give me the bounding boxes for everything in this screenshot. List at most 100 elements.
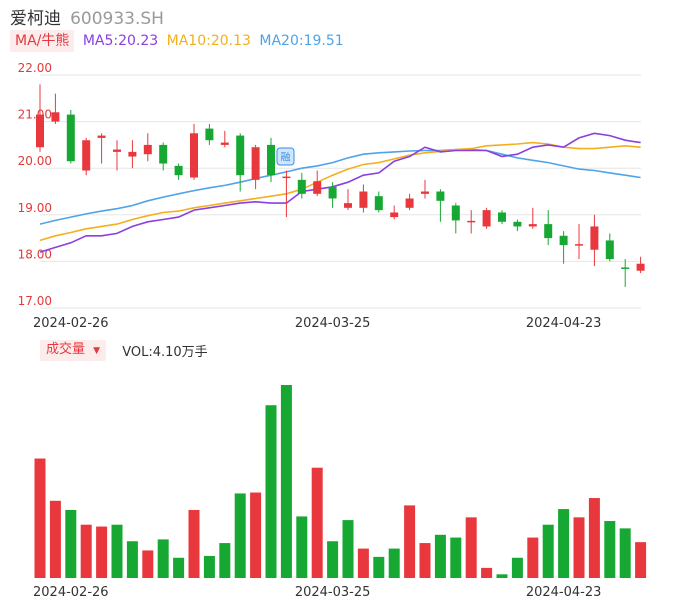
- volume-date-axis: 2024-02-26 2024-03-25 2024-04-23: [33, 585, 601, 600]
- price-grid: [40, 74, 641, 309]
- x-tick-label: 2024-04-23: [526, 316, 602, 331]
- candle-body: [97, 135, 106, 138]
- stock-title: 爱柯迪 600933.SH: [10, 4, 164, 29]
- candle: [421, 179, 429, 199]
- volume-bar: [203, 555, 215, 578]
- candle-body: [190, 133, 198, 178]
- ma-legend: MA/牛熊 MA5:20.23 MA10:20.13 MA20:19.51: [10, 30, 344, 54]
- candle: [436, 189, 445, 222]
- x-tick-label: 2024-03-25: [295, 585, 371, 600]
- candle: [575, 224, 583, 260]
- volume-bar: [604, 521, 616, 578]
- candle: [174, 163, 183, 180]
- candle-body: [236, 135, 245, 176]
- stock-name: 爱柯迪: [10, 9, 61, 29]
- ma10-line: [39, 141, 641, 242]
- candle-body: [559, 235, 568, 246]
- x-tick-label: 2024-03-25: [295, 316, 371, 331]
- candle-body: [282, 176, 291, 179]
- candle-body: [436, 191, 445, 201]
- candle-body: [113, 149, 121, 152]
- volume-selector-label: 成交量: [46, 342, 86, 357]
- candle-body: [575, 244, 583, 246]
- volume-legend: 成交量 ▼ VOL:4.10万手: [40, 340, 208, 362]
- ma20-value: MA20:19.51: [259, 33, 344, 49]
- candle: [528, 207, 537, 229]
- candle-body: [498, 212, 506, 222]
- ma20-line: [39, 148, 641, 225]
- candle: [482, 207, 491, 229]
- candle-body: [467, 220, 476, 223]
- volume-bar: [234, 493, 246, 578]
- volume-bar: [142, 550, 154, 578]
- y-tick-label: 21.00: [18, 108, 52, 122]
- volume-value: VOL:4.10万手: [122, 345, 208, 360]
- volume-bar: [311, 467, 323, 578]
- candle: [467, 210, 476, 234]
- volume-bar: [481, 567, 493, 578]
- candle-body: [313, 181, 322, 194]
- candle: [267, 137, 275, 183]
- event-marker-icon[interactable]: 融: [276, 147, 295, 166]
- volume-bar: [65, 509, 77, 578]
- volume-bar: [342, 520, 354, 578]
- x-tick-label: 2024-04-23: [526, 585, 602, 600]
- volume-bar: [296, 516, 308, 578]
- candle: [374, 191, 383, 213]
- volume-bar: [635, 542, 647, 578]
- candle-body: [421, 191, 429, 194]
- candle-body: [405, 198, 414, 208]
- caret-down-icon: ▼: [93, 346, 101, 356]
- candle-body: [251, 147, 260, 180]
- candle-body: [528, 224, 537, 227]
- price-date-axis: 2024-02-26 2024-03-25 2024-04-23: [33, 316, 601, 331]
- candle: [36, 84, 44, 152]
- ma5-value: MA5:20.23: [82, 33, 159, 49]
- candle-body: [82, 140, 91, 171]
- volume-bar: [126, 541, 138, 578]
- candle-body: [328, 186, 337, 199]
- y-tick-label: 22.00: [18, 61, 52, 75]
- y-tick-label: 17.00: [18, 294, 52, 308]
- volume-bar: [558, 509, 570, 578]
- candle-body: [390, 212, 399, 218]
- y-tick-label: 20.00: [18, 154, 52, 168]
- candle: [159, 142, 168, 171]
- volume-bar: [388, 548, 400, 578]
- candle: [205, 123, 214, 145]
- volume-bar: [280, 385, 292, 578]
- candle-body: [297, 179, 306, 194]
- volume-bar: [573, 517, 585, 578]
- volume-indicator-selector[interactable]: 成交量 ▼: [40, 340, 107, 361]
- volume-bar: [496, 574, 508, 578]
- candle-body: [482, 210, 491, 227]
- candle: [220, 130, 229, 148]
- candle-body: [174, 165, 183, 176]
- candle: [390, 205, 399, 220]
- volume-bar: [111, 524, 123, 578]
- candle-body: [66, 114, 75, 162]
- candle: [621, 259, 630, 288]
- indicator-selector-button[interactable]: MA/牛熊: [10, 30, 75, 52]
- candle: [451, 203, 460, 234]
- volume-bar: [357, 548, 369, 578]
- candle: [97, 133, 106, 164]
- volume-bars: [34, 385, 647, 578]
- candle-body: [636, 263, 645, 271]
- candle-body: [51, 112, 60, 122]
- candle: [282, 170, 291, 218]
- volume-bar: [619, 528, 631, 578]
- candle: [636, 256, 645, 274]
- svg-text:融: 融: [281, 152, 291, 164]
- candle: [128, 140, 137, 169]
- candle: [605, 233, 614, 262]
- candlesticks: [36, 84, 645, 288]
- candle: [544, 210, 553, 246]
- y-tick-label: 19.00: [18, 201, 52, 215]
- candle-body: [605, 240, 614, 260]
- volume-bar: [450, 537, 462, 578]
- candle: [143, 133, 152, 162]
- stock-code: 600933.SH: [70, 9, 164, 29]
